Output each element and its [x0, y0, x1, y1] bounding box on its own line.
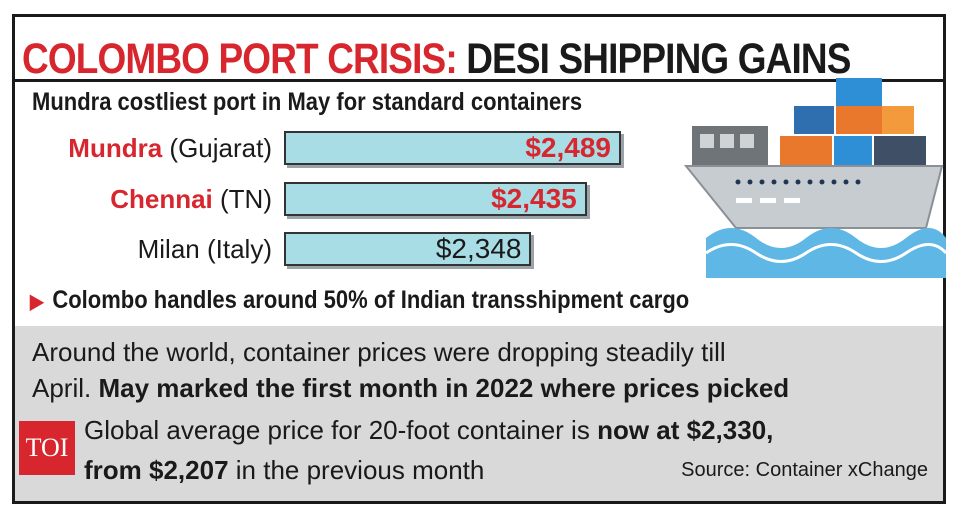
bar: $2,435	[284, 182, 587, 216]
category-name: Milan	[137, 234, 200, 264]
paragraph-line-2-bold: May marked the first month in 2022 where…	[98, 373, 790, 403]
bar-value-label: $2,348	[435, 233, 522, 264]
paragraph-line-3-bold: now at $2,330,	[597, 415, 774, 445]
paragraph-line-3: Global average price for 20-foot contain…	[84, 412, 773, 448]
bar-category-label: Milan (Italy)	[138, 234, 272, 265]
infographic-title: COLOMBO PORT CRISIS: DESI SHIPPING GAINS	[22, 34, 851, 84]
bar: $2,489	[284, 131, 621, 165]
category-region: (Gujarat)	[162, 133, 272, 163]
info-panel	[12, 326, 946, 504]
paragraph-line-4-bold: from $2,207	[84, 455, 229, 485]
paragraph-line-3-plain: Global average price for 20-foot contain…	[84, 415, 590, 445]
title-bar: COLOMBO PORT CRISIS: DESI SHIPPING GAINS	[12, 14, 946, 84]
bar-value-label: $2,435	[491, 183, 577, 214]
category-region: (Italy)	[199, 234, 272, 264]
cargo-ship-icon	[683, 78, 946, 278]
chart-title: Mundra costliest port in May for standar…	[32, 88, 583, 116]
triangle-bullet-icon: ▶	[30, 291, 44, 313]
title-red-part: COLOMBO PORT CRISIS:	[22, 35, 458, 83]
paragraph-line-2-plain: April.	[32, 373, 92, 403]
toi-logo: TOI	[19, 421, 75, 475]
paragraph-line-4-plain: in the previous month	[235, 455, 485, 485]
paragraph-line-1: Around the world, container prices were …	[32, 337, 726, 367]
category-name: Chennai	[110, 184, 213, 214]
bar-value-label: $2,489	[525, 132, 611, 163]
paragraph-line-4: from $2,207 in the previous month	[84, 452, 484, 488]
category-name: Mundra	[68, 133, 163, 163]
bullet-text: Colombo handles around 50% of Indian tra…	[52, 286, 690, 314]
bar: $2,348	[284, 232, 532, 266]
bullet-point: ▶ Colombo handles around 50% of Indian tr…	[30, 286, 689, 315]
category-region: (TN)	[212, 184, 272, 214]
paragraph-line-2: April. May marked the first month in 202…	[32, 370, 789, 406]
bar-category-label: Mundra (Gujarat)	[68, 133, 272, 164]
title-dark-part: DESI SHIPPING GAINS	[466, 35, 851, 83]
bar-category-label: Chennai (TN)	[110, 184, 272, 215]
source-credit: Source: Container xChange	[681, 459, 928, 481]
